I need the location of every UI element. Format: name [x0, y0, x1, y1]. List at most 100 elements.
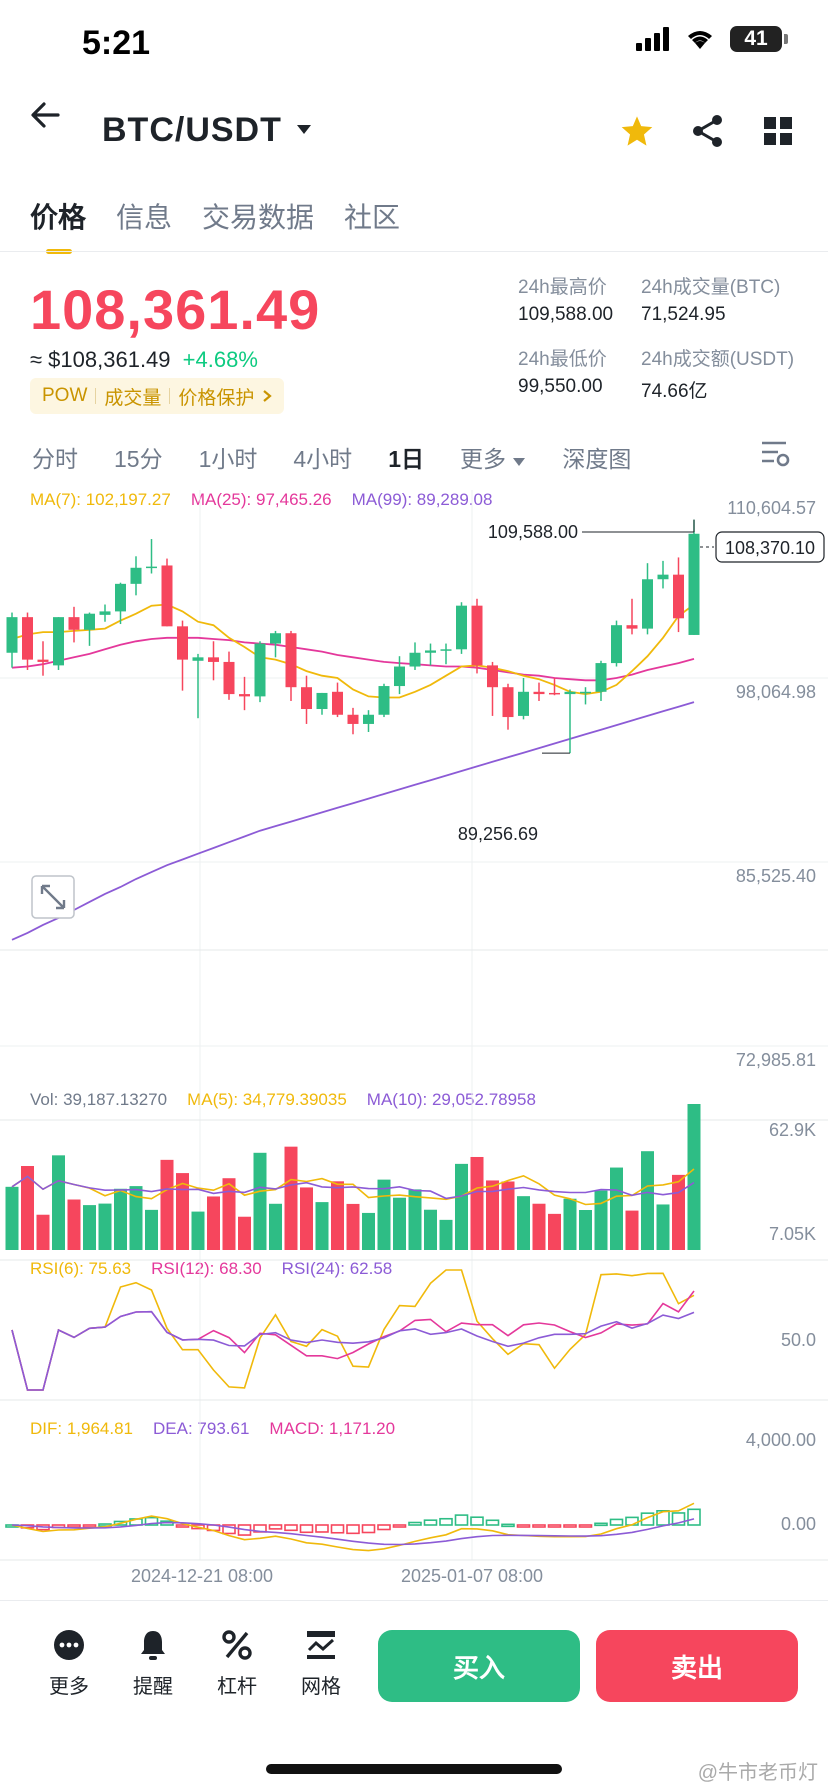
candle [502, 683, 514, 730]
vol-btc-value: 71,524.95 [641, 304, 726, 325]
dea-legend: DEA: 793.61 [153, 1419, 250, 1438]
volume-bar [253, 1152, 267, 1250]
macd-histogram-bar [625, 1516, 639, 1526]
macd-histogram-bar [485, 1519, 500, 1526]
macd-histogram-bar [346, 1524, 360, 1535]
watermark: @牛市老币灯 [697, 1762, 818, 1784]
candle [84, 612, 95, 646]
macd-histogram-bar [222, 1524, 236, 1535]
buy-button[interactable]: 买入 [378, 1630, 580, 1702]
tab-price[interactable]: 价格 [30, 196, 86, 254]
bottom-more-button[interactable]: 更多 [34, 1628, 104, 1699]
macd-histogram-bar [470, 1516, 484, 1526]
candle [533, 682, 545, 701]
expand-chart-button[interactable] [31, 875, 75, 919]
volume-bar [52, 1155, 65, 1250]
grid-menu-icon[interactable] [764, 117, 792, 145]
macd-histogram-bar [175, 1524, 190, 1528]
chevron-right-icon [263, 390, 273, 402]
pair-dropdown-icon[interactable] [296, 124, 312, 136]
candle [673, 557, 684, 633]
volume-bar [687, 1104, 701, 1250]
rsi6-line [11, 1269, 695, 1391]
status-icons: 41 [636, 26, 788, 52]
fiat-price-row: ≈ $108,361.49 +4.68% [30, 347, 258, 373]
volume-bar [160, 1159, 174, 1250]
macd-histogram-bar [563, 1524, 577, 1528]
volume-bar [36, 1214, 50, 1250]
current-price-tag-label: 108,370.10 [725, 538, 815, 558]
chip-pow[interactable]: POW [42, 385, 88, 406]
share-icon[interactable] [692, 114, 724, 148]
trading-pair-title[interactable]: BTC/USDT [102, 111, 282, 149]
rsi-axis-label: 50.0 [781, 1330, 816, 1350]
dea-line [11, 1518, 695, 1546]
candle [192, 653, 204, 719]
volume-bar [594, 1190, 608, 1250]
chip-volume[interactable]: 成交量 [104, 387, 162, 409]
interval-more[interactable]: 更多 [460, 440, 526, 474]
wifi-icon [688, 31, 712, 49]
tab-info[interactable]: 信息 [116, 202, 173, 233]
macd-histogram-bar [423, 1519, 438, 1526]
macd-histogram-bar [392, 1524, 407, 1528]
back-arrow-icon[interactable] [30, 100, 60, 130]
price-axis-label-4: 72,985.81 [736, 1050, 816, 1070]
candle [316, 692, 328, 715]
candle [378, 683, 390, 718]
volume-bar [176, 1173, 189, 1250]
vol-ma5-legend: MA(5): 34,779.39035 [187, 1090, 347, 1109]
current-price-tag [715, 531, 825, 563]
high-value: 109,588.00 [518, 304, 614, 325]
chart-settings-icon[interactable] [760, 440, 790, 468]
volume-bar [439, 1219, 453, 1250]
rsi12-legend: RSI(12): 68.30 [151, 1259, 262, 1278]
interval-15m[interactable]: 15分 [114, 446, 163, 472]
depth-chart-tab[interactable]: 深度图 [562, 446, 632, 472]
volume-bar [517, 1196, 530, 1250]
tab-trading-data[interactable]: 交易数据 [202, 202, 315, 233]
interval-1d[interactable]: 1日 [388, 446, 424, 472]
bottom-margin-button[interactable]: 杠杆 [202, 1628, 272, 1699]
candle [580, 687, 591, 705]
macd-histogram-bar [284, 1524, 298, 1532]
ma99-legend: MA(99): 89,289.08 [351, 490, 493, 509]
sell-button[interactable]: 卖出 [596, 1630, 798, 1702]
page-tabs: 价格 信息 交易数据 社区 [30, 196, 401, 254]
rsi6-legend: RSI(6): 75.63 [30, 1259, 132, 1278]
volume-bar [21, 1166, 34, 1250]
grid-bot-icon [307, 1631, 335, 1659]
candle [161, 558, 173, 627]
bottom-alert-button[interactable]: 提醒 [118, 1628, 188, 1699]
favorite-star-icon[interactable] [620, 115, 654, 147]
volume-bar [238, 1216, 251, 1250]
tag-chips[interactable]: POW 成交量 价格保护 [30, 378, 285, 414]
kline-chart[interactable]: 110,604.57 98,064.98 85,525.40 72,985.81… [0, 480, 828, 1600]
home-indicator[interactable] [266, 1764, 562, 1774]
tab-community[interactable]: 社区 [344, 202, 401, 233]
candle [657, 560, 669, 589]
candle [115, 582, 126, 625]
volume-bar [362, 1212, 375, 1250]
macd-histogram-bar [315, 1524, 329, 1533]
candle [611, 620, 622, 667]
chip-price-protection[interactable]: 价格保护 [178, 387, 255, 409]
interval-timeline[interactable]: 分时 [32, 446, 78, 472]
volume-bar [300, 1187, 313, 1250]
volume-bar [408, 1189, 422, 1250]
macd-legend: DIF: 1,964.81 DEA: 793.61 MACD: 1,171.20 [30, 1419, 395, 1439]
candle [440, 643, 452, 665]
candles-layer [6, 519, 700, 754]
interval-bar: 分时 15分 1小时 4小时 1日 更多 深度图 [32, 440, 667, 474]
bottom-grid-button[interactable]: 网格 [286, 1628, 356, 1699]
candle [471, 598, 483, 674]
macd-histogram-bar [532, 1524, 546, 1528]
volume-bar [455, 1163, 468, 1250]
interval-4h[interactable]: 4小时 [293, 446, 353, 472]
ma25-line [11, 636, 695, 682]
macd-histogram-bar [656, 1509, 670, 1526]
price-axis-label-1: 110,604.57 [727, 498, 816, 518]
interval-1h[interactable]: 1小时 [198, 446, 258, 472]
bottom-action-bar [0, 1600, 828, 1720]
time-axis-label-2: 2025-01-07 08:00 [401, 1566, 543, 1586]
